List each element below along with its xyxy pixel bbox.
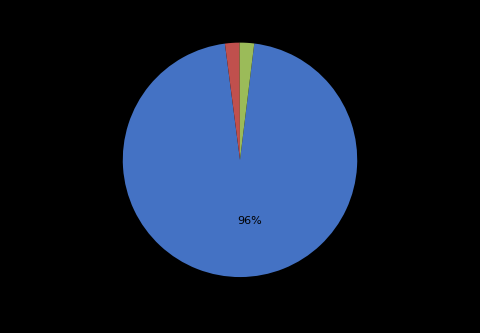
Text: 96%: 96% (237, 216, 262, 226)
Wedge shape (240, 43, 254, 160)
Text: 2%: 2% (210, 17, 228, 27)
Wedge shape (123, 44, 357, 277)
Wedge shape (225, 43, 240, 160)
